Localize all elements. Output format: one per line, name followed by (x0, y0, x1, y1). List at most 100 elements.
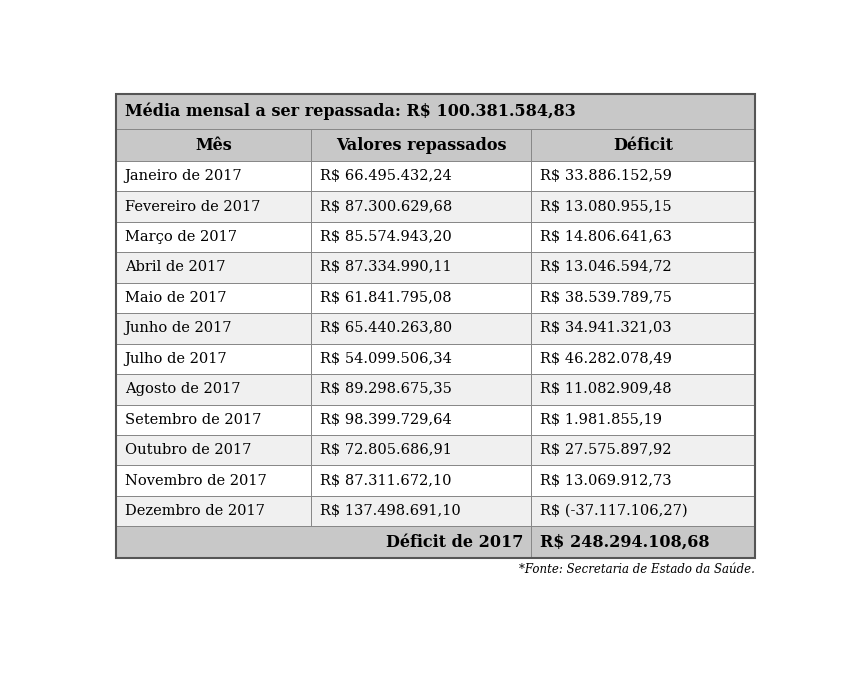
Text: R$ 72.805.686,91: R$ 72.805.686,91 (320, 443, 451, 457)
Bar (116, 161, 311, 191)
Bar (311, 404, 531, 435)
Bar (116, 94, 755, 129)
Text: R$ 61.841.795,08: R$ 61.841.795,08 (320, 291, 451, 305)
Text: R$ 66.495.432,24: R$ 66.495.432,24 (320, 169, 451, 183)
Bar (311, 129, 531, 161)
Bar (311, 344, 531, 374)
Bar (311, 222, 531, 252)
Bar (531, 496, 755, 527)
Text: R$ 98.399.729,64: R$ 98.399.729,64 (320, 413, 451, 427)
Text: R$ 54.099.506,34: R$ 54.099.506,34 (320, 352, 451, 366)
Text: R$ 248.294.108,68: R$ 248.294.108,68 (540, 533, 710, 550)
Bar (311, 313, 531, 344)
Text: Julho de 2017: Julho de 2017 (125, 352, 227, 366)
Text: R$ 87.334.990,11: R$ 87.334.990,11 (320, 260, 451, 275)
Text: *Fonte: Secretaria de Estado da Saúde.: *Fonte: Secretaria de Estado da Saúde. (519, 563, 755, 576)
Bar (116, 129, 311, 161)
Bar (311, 313, 531, 344)
Bar (311, 374, 531, 404)
Bar (116, 313, 311, 344)
Bar (311, 129, 531, 161)
Bar (116, 161, 311, 191)
Bar (116, 374, 311, 404)
Bar (311, 161, 531, 191)
Bar (116, 94, 755, 129)
Bar (531, 435, 755, 465)
Bar (116, 496, 311, 527)
Bar (311, 191, 531, 222)
Bar (531, 313, 755, 344)
Text: R$ 65.440.263,80: R$ 65.440.263,80 (320, 322, 451, 335)
Bar (116, 527, 531, 558)
Text: Agosto de 2017: Agosto de 2017 (125, 382, 241, 396)
Text: Média mensal a ser repassada: R$ 100.381.584,83: Média mensal a ser repassada: R$ 100.381… (125, 102, 575, 120)
Text: R$ 46.282.078,49: R$ 46.282.078,49 (540, 352, 672, 366)
Text: Dezembro de 2017: Dezembro de 2017 (125, 504, 264, 518)
Bar (116, 313, 311, 344)
Text: R$ 14.806.641,63: R$ 14.806.641,63 (540, 230, 672, 244)
Bar (531, 283, 755, 313)
Text: R$ 34.941.321,03: R$ 34.941.321,03 (540, 322, 672, 335)
Bar (116, 129, 311, 161)
Text: Janeiro de 2017: Janeiro de 2017 (125, 169, 242, 183)
Text: Déficit: Déficit (614, 137, 673, 154)
Text: R$ 27.575.897,92: R$ 27.575.897,92 (540, 443, 672, 457)
Bar (531, 374, 755, 404)
Text: R$ 89.298.675,35: R$ 89.298.675,35 (320, 382, 451, 396)
Bar (311, 344, 531, 374)
Bar (531, 252, 755, 283)
Text: Março de 2017: Março de 2017 (125, 230, 236, 244)
Bar (311, 161, 531, 191)
Bar (531, 374, 755, 404)
Bar (531, 496, 755, 527)
Bar (531, 283, 755, 313)
Bar (531, 191, 755, 222)
Bar (531, 435, 755, 465)
Text: R$ 137.498.691,10: R$ 137.498.691,10 (320, 504, 461, 518)
Bar (116, 527, 531, 558)
Text: Setembro de 2017: Setembro de 2017 (125, 413, 261, 427)
Text: Outubro de 2017: Outubro de 2017 (125, 443, 251, 457)
Bar (311, 222, 531, 252)
Text: Maio de 2017: Maio de 2017 (125, 291, 226, 305)
Text: R$ 38.539.789,75: R$ 38.539.789,75 (540, 291, 672, 305)
Bar (311, 435, 531, 465)
Bar (311, 496, 531, 527)
Text: R$ 11.082.909,48: R$ 11.082.909,48 (540, 382, 672, 396)
Bar (311, 435, 531, 465)
Bar (531, 191, 755, 222)
Bar (531, 404, 755, 435)
Bar (531, 129, 755, 161)
Bar (531, 252, 755, 283)
Bar (531, 161, 755, 191)
Bar (116, 222, 311, 252)
Text: Mês: Mês (196, 137, 232, 154)
Bar (311, 465, 531, 496)
Bar (311, 283, 531, 313)
Bar (116, 404, 311, 435)
Bar (531, 404, 755, 435)
Bar (311, 283, 531, 313)
Bar (116, 465, 311, 496)
Bar (531, 344, 755, 374)
Text: R$ 13.046.594,72: R$ 13.046.594,72 (540, 260, 672, 275)
Bar (531, 313, 755, 344)
Text: Junho de 2017: Junho de 2017 (125, 322, 232, 335)
Text: R$ (-37.117.106,27): R$ (-37.117.106,27) (540, 504, 688, 518)
Text: Valores repassados: Valores repassados (336, 137, 507, 154)
Bar (116, 465, 311, 496)
Bar (116, 283, 311, 313)
Bar (116, 283, 311, 313)
Bar (531, 222, 755, 252)
Bar (531, 465, 755, 496)
Bar (531, 527, 755, 558)
Bar (531, 344, 755, 374)
Bar (116, 222, 311, 252)
Text: R$ 87.311.672,10: R$ 87.311.672,10 (320, 474, 451, 488)
Bar (116, 252, 311, 283)
Bar (531, 129, 755, 161)
Bar (116, 344, 311, 374)
Bar (311, 252, 531, 283)
Text: R$ 33.886.152,59: R$ 33.886.152,59 (540, 169, 672, 183)
Bar (311, 252, 531, 283)
